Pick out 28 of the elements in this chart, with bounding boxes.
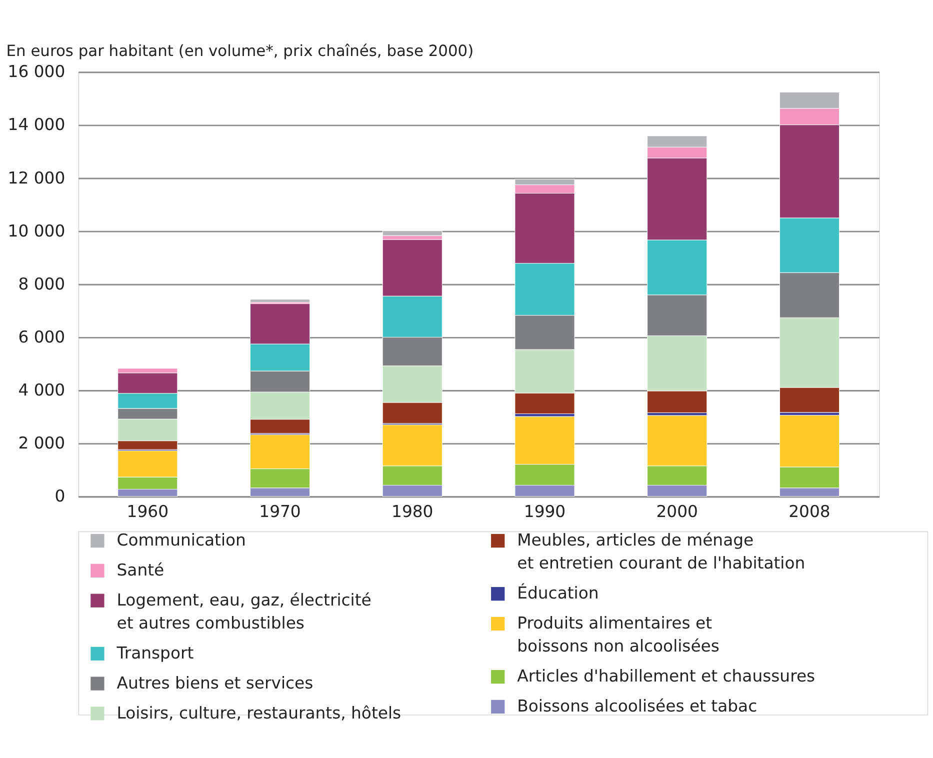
legend-label: Santé [116,560,164,580]
y-tick-label: 0 [54,486,66,506]
legend-label: Autres biens et services [116,673,314,692]
y-axis-title: En euros par habitant (en volume*, prix chaînés, base 2000) [6,42,474,60]
legend-label: Boissons alcoolisées et tabac [517,696,758,716]
legend-label: Transport [116,643,194,662]
x-tick-label: 1980 [392,502,434,522]
x-tick-label: 2000 [656,502,698,522]
y-tick-label: 6 000 [18,328,66,346]
legend-label: Éducation [517,582,599,603]
legend-label: Loisirs, culture, restaurants, hôtels [116,703,402,722]
y-tick-label: 16 000 [8,62,66,82]
y-tick-label: 10 000 [8,221,66,240]
y-tick-label: 12 000 [8,168,66,188]
legend-label: Meubles, articles de ménage et entretien courant de l'habitation [517,530,806,573]
x-tick-label: 1990 [524,502,566,522]
bar [382,230,442,236]
legend-label: Produits alimentaires et boissons non alcoolisées [517,614,720,656]
y-tick-label: 4 000 [18,380,66,400]
x-tick-label: 2008 [788,502,830,522]
x-tick-label: 1960 [126,502,169,522]
y-tick-label: 2 000 [18,434,66,453]
y-tick-label: 14 000 [8,115,66,134]
legend-label: Logement, eau, gaz, électricité et autres combustibles [116,590,372,633]
legend-label: Articles d'habillement et chaussures [517,666,816,686]
legend-label: Communication [116,530,246,550]
x-tick-label: 1970 [259,502,301,522]
y-tick-label: 8 000 [18,274,66,294]
